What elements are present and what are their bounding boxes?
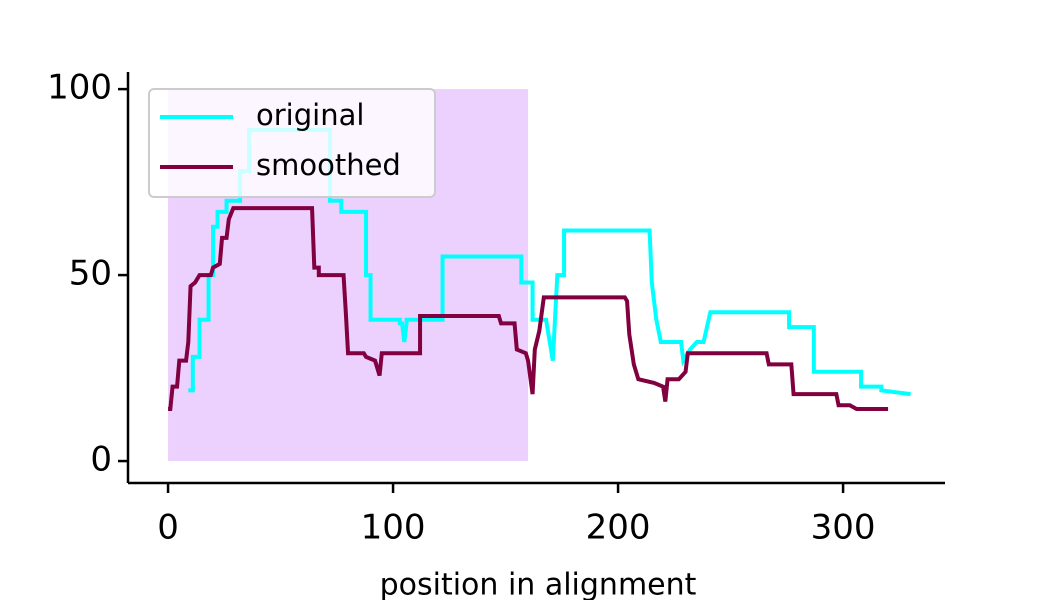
y-tick-label: 0 xyxy=(90,440,112,480)
legend-label: smoothed xyxy=(256,148,401,182)
x-tick-label: 200 xyxy=(586,508,651,548)
x-tick-label: 0 xyxy=(157,508,179,548)
y-tick-label: 50 xyxy=(69,254,112,294)
x-tick-label: 100 xyxy=(361,508,426,548)
x-tick-label: 300 xyxy=(811,508,876,548)
legend-label: original xyxy=(256,98,364,132)
line-series xyxy=(168,206,889,411)
x-axis-label: position in alignment xyxy=(380,568,697,600)
line-series xyxy=(188,128,911,397)
y-tick-label: 100 xyxy=(47,68,112,108)
